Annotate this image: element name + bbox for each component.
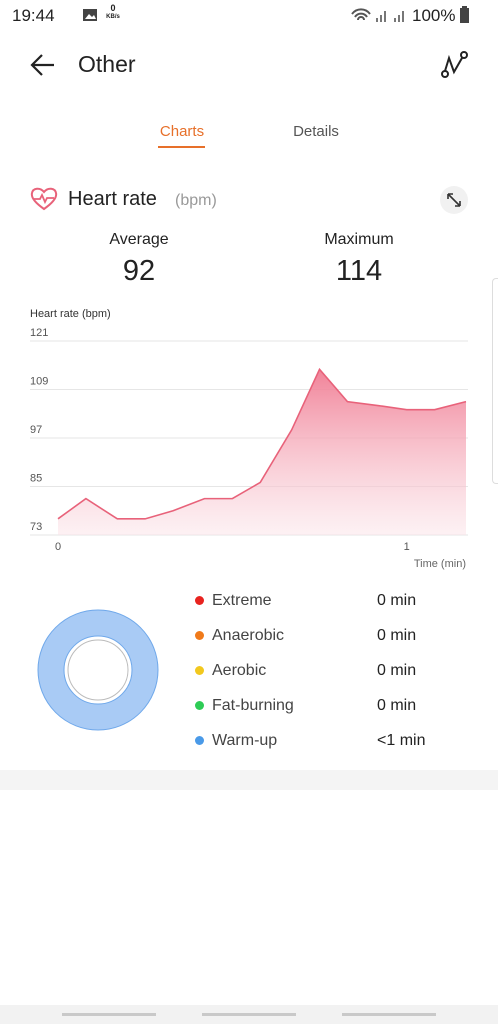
x-axis-label: Time (min) xyxy=(414,558,466,570)
nav-key[interactable] xyxy=(202,1013,296,1016)
zone-dot xyxy=(195,631,204,640)
nav-bar xyxy=(0,1005,498,1024)
zone-dot xyxy=(195,666,204,675)
zone-dot xyxy=(195,596,204,605)
stat-value: 114 xyxy=(335,255,383,287)
zone-row: Warm-up <1 min xyxy=(194,730,454,765)
net-speed-unit: KB/s xyxy=(106,14,120,20)
zone-row: Anaerobic 0 min xyxy=(194,625,454,660)
y-tick-label: 85 xyxy=(30,472,42,484)
zone-name: Aerobic xyxy=(212,662,267,679)
battery-icon xyxy=(460,6,469,23)
stat-label: Maximum xyxy=(324,231,394,248)
heart-rate-chart: Heart rate (bpm) Time (min) 121 109 97 85 73… xyxy=(30,308,468,570)
card-unit: (bpm) xyxy=(175,192,217,209)
zone-name: Fat-burning xyxy=(212,697,294,714)
nav-key[interactable] xyxy=(62,1013,156,1016)
zone-time: 0 min xyxy=(377,662,417,679)
zone-time: <1 min xyxy=(377,732,426,749)
zone-dot xyxy=(195,736,204,745)
zone-name: Warm-up xyxy=(212,732,278,749)
zone-dot xyxy=(195,701,204,710)
zone-name: Extreme xyxy=(212,592,272,609)
gallery-icon xyxy=(83,9,97,21)
zone-row: Extreme 0 min xyxy=(194,590,454,625)
edge-handle xyxy=(492,278,498,484)
zone-row: Fat-burning 0 min xyxy=(194,695,454,730)
nav-key[interactable] xyxy=(342,1013,436,1016)
net-speed: 0 KB/s xyxy=(104,4,122,22)
x-tick-label: 1 xyxy=(404,541,410,553)
divider xyxy=(0,770,498,790)
zone-donut xyxy=(37,609,159,731)
y-axis-label: Heart rate (bpm) xyxy=(30,308,111,320)
y-tick-label: 109 xyxy=(30,375,48,387)
battery-text: 100% xyxy=(412,6,456,25)
x-tick-label: 0 xyxy=(55,541,61,553)
back-button[interactable] xyxy=(28,50,58,80)
tab-indicator xyxy=(158,146,205,148)
stat-label: Average xyxy=(109,231,169,248)
clock: 19:44 xyxy=(12,6,55,25)
expand-button[interactable] xyxy=(439,185,469,215)
card-title: Heart rate xyxy=(68,188,157,210)
tab-charts[interactable]: Charts xyxy=(159,123,205,140)
zone-row: Aerobic 0 min xyxy=(194,660,454,695)
zone-name: Anaerobic xyxy=(212,627,285,644)
signal-icons xyxy=(351,8,404,22)
heart-icon xyxy=(30,187,58,211)
zone-time: 0 min xyxy=(377,592,417,609)
area-fill xyxy=(58,369,466,535)
tab-details[interactable]: Details xyxy=(293,123,339,140)
route-button[interactable] xyxy=(440,50,470,80)
page-title: Other xyxy=(78,51,136,77)
y-tick-label: 121 xyxy=(30,327,48,339)
y-tick-label: 73 xyxy=(30,521,42,533)
zone-list: Extreme 0 min Anaerobic 0 min Aerobic 0 min Fa… xyxy=(194,590,454,765)
zone-time: 0 min xyxy=(377,627,417,644)
net-speed-value: 0 xyxy=(110,3,116,13)
zone-time: 0 min xyxy=(377,697,417,714)
y-tick-label: 97 xyxy=(30,424,42,436)
stat-value: 92 xyxy=(122,255,156,287)
line xyxy=(57,367,467,520)
